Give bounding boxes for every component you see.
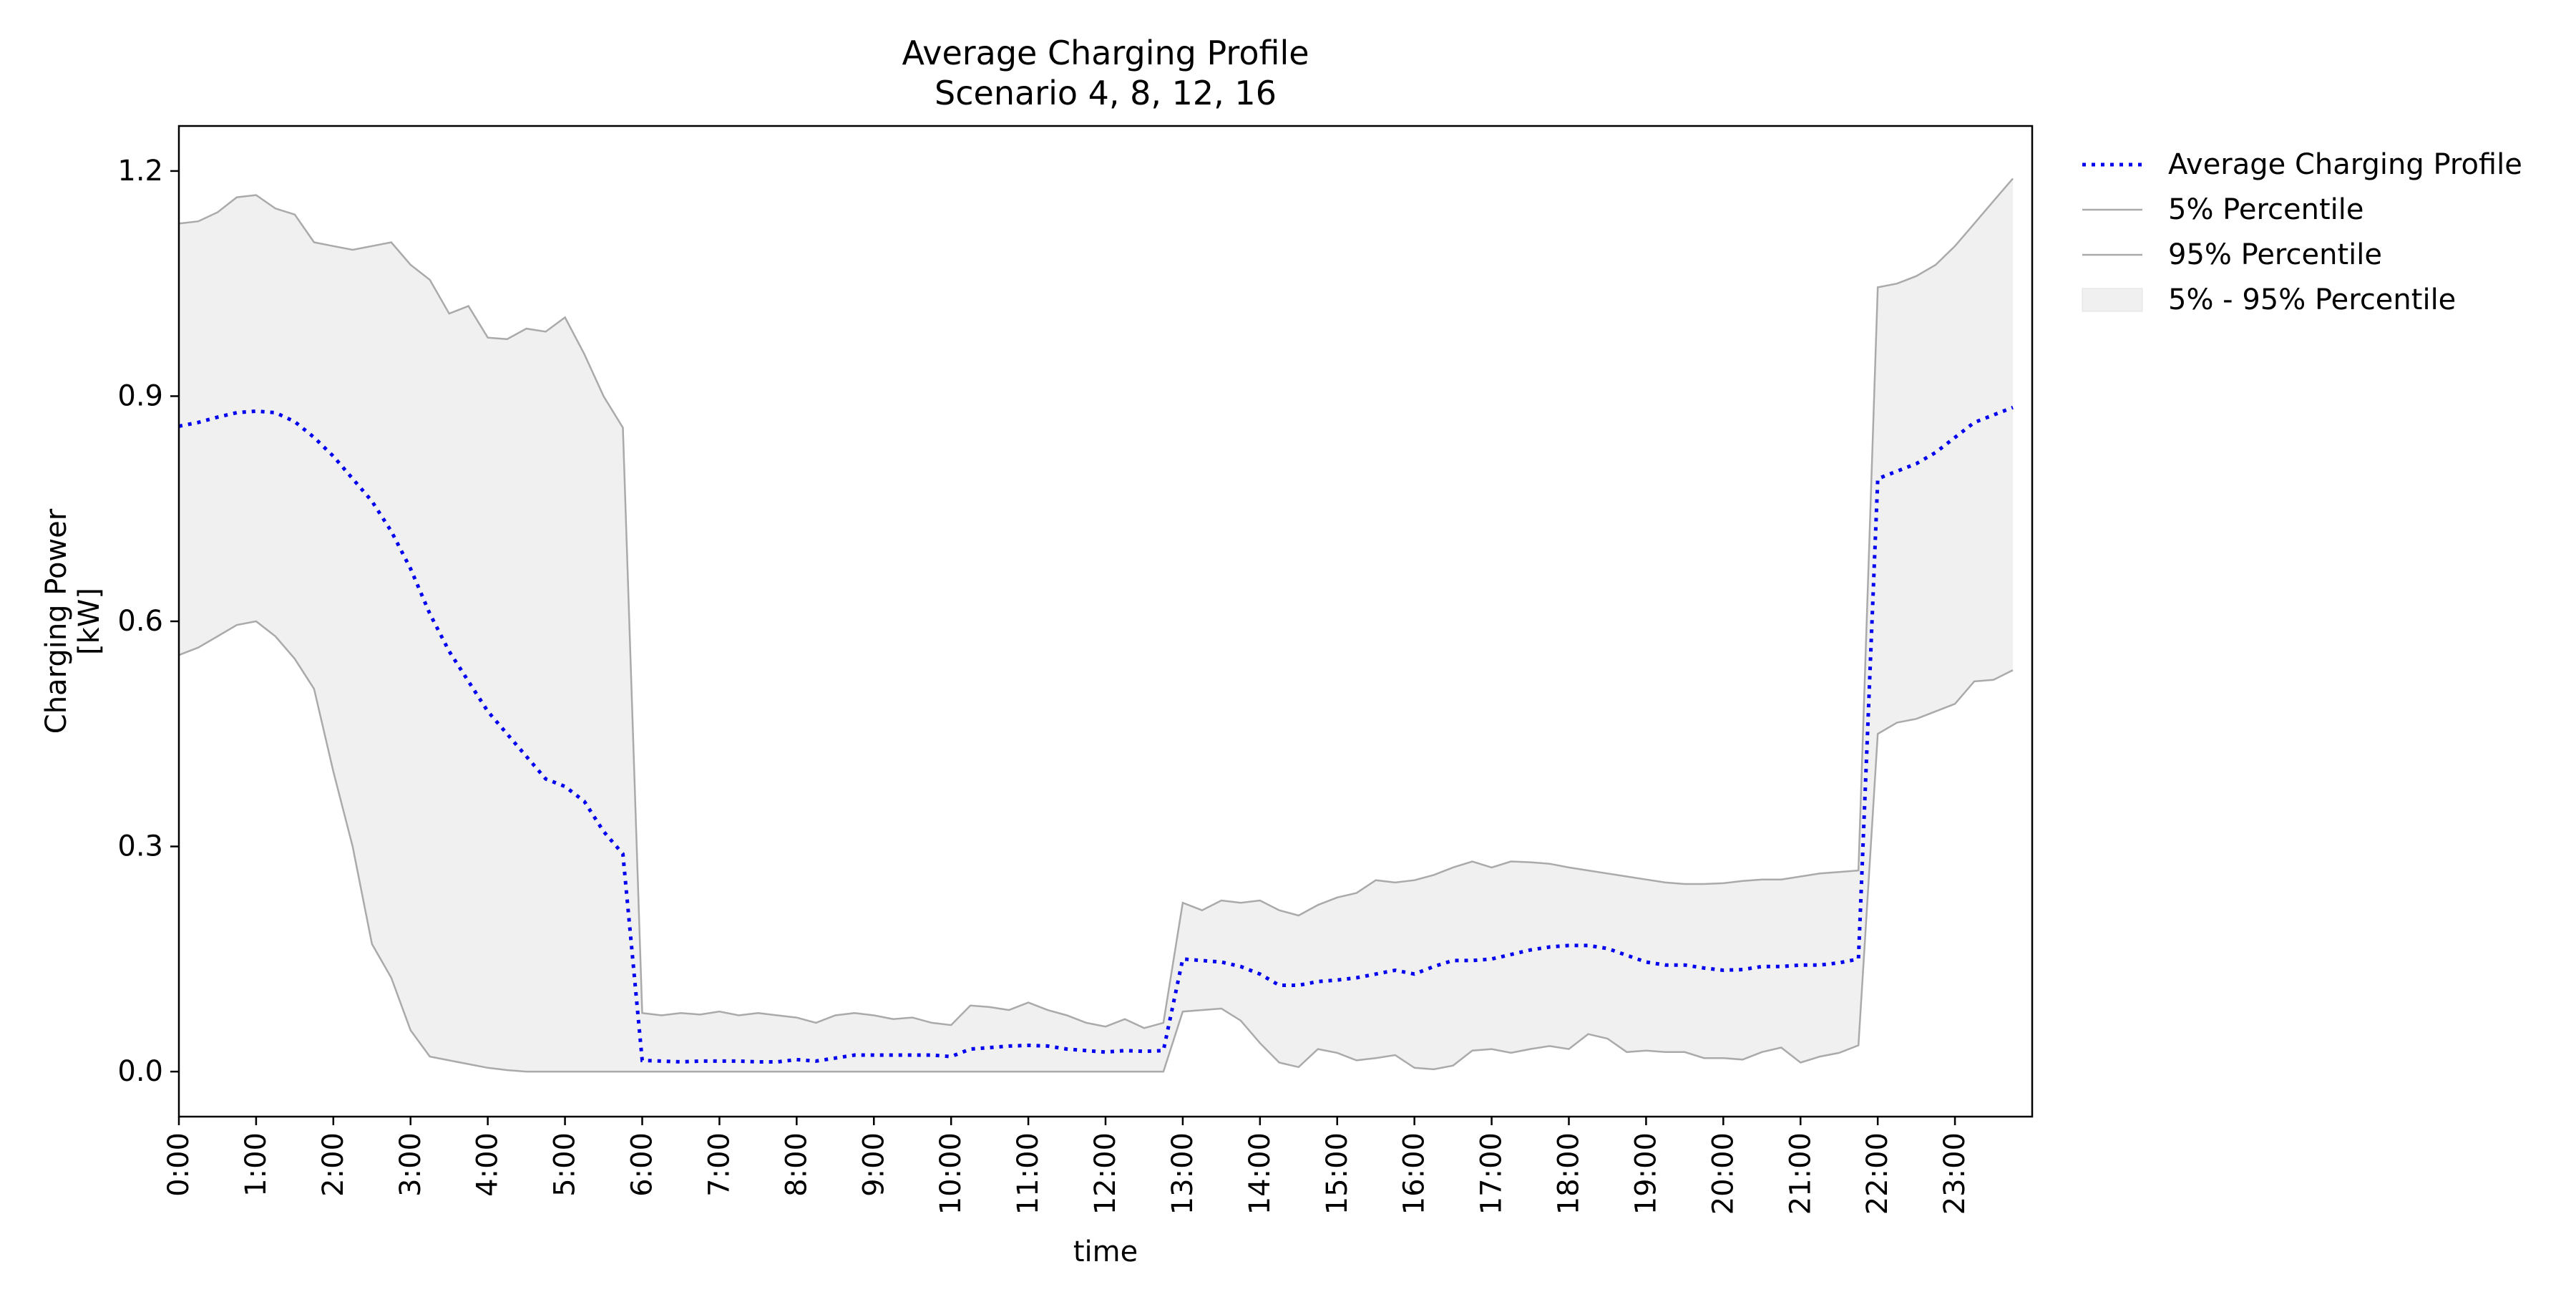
percentile-band-area — [179, 178, 2013, 1072]
x-tick-label: 0:00 — [162, 1132, 195, 1197]
y-tick-label: 0.0 — [117, 1055, 163, 1088]
x-tick-label: 13:00 — [1166, 1132, 1199, 1215]
legend-swatch — [2082, 288, 2143, 312]
x-tick-label: 10:00 — [935, 1132, 967, 1215]
y-tick-label: 0.6 — [117, 605, 163, 638]
axes: 0:00 1:00 2:00 3:00 4:00 5:00 6:00 7:00 8:00 9:00… — [117, 125, 2034, 1215]
x-tick-label: 5:00 — [549, 1132, 582, 1197]
x-tick-label: 4:00 — [472, 1132, 504, 1197]
y-axis-label-line: Charging Power — [40, 508, 73, 734]
legend: Average Charging Profile 5% Percentile 95%… — [2082, 148, 2522, 316]
x-tick-label: 3:00 — [394, 1132, 427, 1197]
x-tick-label: 18:00 — [1553, 1132, 1586, 1215]
x-tick-label: 19:00 — [1629, 1132, 1662, 1215]
series-line-average-charging-profile — [178, 405, 2014, 1064]
y-tick-label: 1.2 — [117, 155, 163, 188]
chart-subtitle: Scenario 4, 8, 12, 16 — [935, 74, 1277, 112]
x-tick-label: 6:00 — [626, 1132, 659, 1197]
x-tick-label: 17:00 — [1475, 1132, 1508, 1215]
x-tick-label: 21:00 — [1784, 1132, 1817, 1215]
x-tick-label: 22:00 — [1861, 1132, 1894, 1215]
x-tick-label: 15:00 — [1321, 1132, 1354, 1215]
x-tick-label: 20:00 — [1707, 1132, 1740, 1215]
legend-label: 5% - 95% Percentile — [2168, 283, 2456, 316]
x-tick-label: 11:00 — [1012, 1132, 1045, 1215]
x-tick-label: 23:00 — [1938, 1132, 1971, 1215]
legend-label: Average Charging Profile — [2168, 148, 2522, 181]
y-axis-label-line: [kW] — [73, 588, 106, 655]
x-tick-label: 1:00 — [240, 1132, 273, 1197]
legend-label: 5% Percentile — [2168, 193, 2364, 226]
legend-label: 95% Percentile — [2168, 238, 2382, 271]
x-tick-label: 12:00 — [1089, 1132, 1122, 1215]
x-tick-label: 8:00 — [780, 1132, 813, 1197]
series-line-95pct-percentile — [178, 178, 2014, 1029]
x-tick-label: 7:00 — [703, 1132, 736, 1197]
y-tick-label: 0.9 — [117, 379, 163, 412]
series-line-5pct-percentile — [178, 620, 2014, 1073]
x-tick-label: 9:00 — [857, 1132, 890, 1197]
y-axis-label: Charging Power[kW] — [40, 508, 106, 734]
y-tick-label: 0.3 — [117, 830, 163, 863]
x-tick-label: 14:00 — [1244, 1132, 1277, 1215]
chart-title: Average Charging Profile — [902, 34, 1309, 72]
x-tick-label: 2:00 — [317, 1132, 350, 1197]
x-axis-label: time — [1073, 1235, 1138, 1268]
plot-area — [178, 178, 2014, 1073]
x-tick-label: 16:00 — [1398, 1132, 1431, 1215]
